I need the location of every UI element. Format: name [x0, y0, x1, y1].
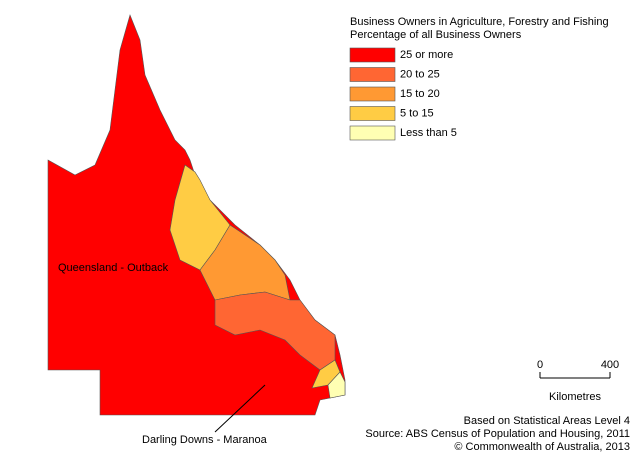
scale-label: 0 — [537, 359, 543, 371]
region-label: Darling Downs - Maranoa — [142, 434, 268, 446]
legend: Business Owners in Agriculture, Forestry… — [349, 16, 609, 141]
scale-label: 400 — [601, 359, 619, 371]
legend-swatch — [349, 106, 396, 121]
legend-title: Percentage of all Business Owners — [350, 29, 522, 41]
scale-bar: 0 400 Kilometres — [537, 359, 619, 403]
legend-title: Business Owners in Agriculture, Forestry… — [350, 16, 609, 28]
legend-swatch — [349, 47, 396, 63]
legend-swatch — [349, 86, 396, 102]
legend-label: Less than 5 — [400, 127, 457, 139]
legend-label: 15 to 20 — [400, 88, 440, 100]
leader-line — [214, 384, 266, 433]
legend-swatch — [349, 67, 396, 82]
note: © Commonwealth of Australia, 2013 — [454, 441, 630, 452]
legend-label: 20 to 25 — [400, 68, 440, 80]
scale-unit: Kilometres — [549, 391, 601, 403]
note: Based on Statistical Areas Level 4 — [464, 415, 630, 427]
legend-label: 5 to 15 — [400, 107, 434, 119]
legend-swatch — [349, 125, 396, 141]
legend-label: 25 or more — [400, 49, 453, 61]
region-label: Queensland - Outback — [58, 262, 169, 274]
note: Source: ABS Census of Population and Hou… — [365, 428, 630, 440]
regions — [47, 14, 346, 416]
region — [327, 371, 346, 399]
